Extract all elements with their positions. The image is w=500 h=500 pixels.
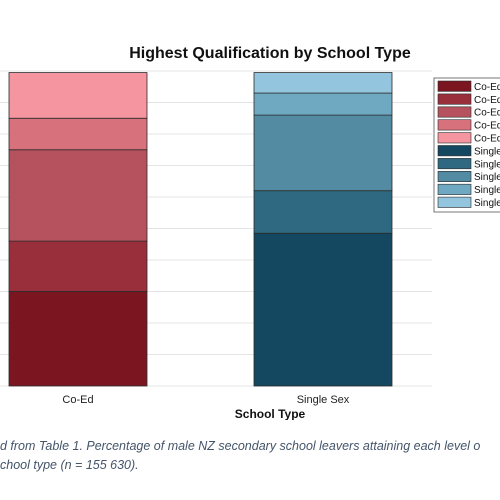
legend: Co-EdCo-EdCo-EdCo-EdCo-EdSingle-Single-S… (433, 77, 500, 213)
legend-label: Single- (474, 159, 500, 170)
legend-swatch (437, 93, 472, 105)
legend-label: Co-Ed (474, 95, 500, 106)
legend-label: Single- (474, 172, 500, 183)
stacked-bar-chart: Highest Qualification by School Type Co-… (0, 45, 500, 420)
x-tick-label-single-sex: Single Sex (297, 394, 350, 406)
legend-label: Co-Ed (474, 121, 500, 132)
legend-swatch (437, 183, 472, 195)
legend-swatch (437, 80, 472, 92)
figure-caption: d from Table 1. Percentage of male NZ se… (0, 437, 500, 475)
legend-swatch (437, 145, 472, 157)
legend-label: Single- (474, 185, 500, 196)
legend-swatch (437, 132, 472, 144)
legend-label: Co-Ed (474, 82, 500, 93)
legend-label: Co-Ed (474, 134, 500, 145)
caption-line-2: chool type (n = 155 630). (0, 458, 139, 472)
bar-segment-single-sex-2 (253, 190, 393, 234)
legend-swatch (437, 171, 472, 183)
caption-line-1: d from Table 1. Percentage of male NZ se… (0, 439, 481, 453)
bars-layer (8, 72, 393, 387)
bar-segment-single-sex-4 (253, 92, 393, 116)
legend-swatch (437, 196, 472, 208)
legend-swatch (437, 158, 472, 170)
legend-label: Co-Ed (474, 108, 500, 119)
bar-segment-co-ed-5 (8, 72, 148, 119)
bar-segment-single-sex-3 (253, 114, 393, 192)
bar-segment-co-ed-3 (8, 149, 148, 242)
legend-swatch (437, 119, 472, 131)
legend-label: Single- (474, 146, 500, 157)
bar-segment-single-sex-5 (253, 72, 393, 94)
x-tick-label-co-ed: Co-Ed (62, 394, 93, 406)
bar-segment-co-ed-2 (8, 240, 148, 292)
legend-label: Single- (474, 198, 500, 209)
x-axis-title: School Type (235, 407, 306, 420)
legend-swatch (437, 106, 472, 118)
bar-segment-co-ed-4 (8, 117, 148, 151)
bar-segment-co-ed-1 (8, 291, 148, 387)
bar-segment-single-sex-1 (253, 232, 393, 387)
chart-title: Highest Qualification by School Type (129, 45, 411, 62)
